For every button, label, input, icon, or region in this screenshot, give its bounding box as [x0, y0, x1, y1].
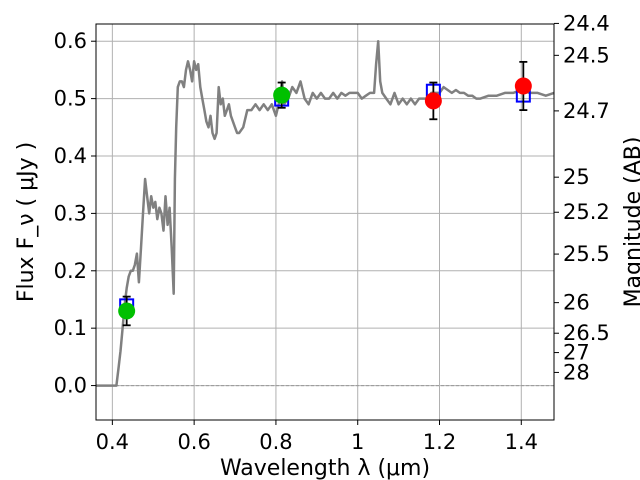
y-tick-label-1: 0.1 — [54, 316, 87, 340]
mag-tick-label-1: 24.5 — [563, 43, 610, 67]
plot-frame — [95, 23, 555, 421]
obs-point-2 — [424, 92, 442, 110]
mag-tick-label-5: 25.5 — [563, 242, 610, 266]
y-tick-label-5: 0.5 — [54, 87, 87, 111]
mag-tick-label-9: 28 — [563, 360, 590, 384]
x-tick-label-0: 0.4 — [96, 430, 129, 454]
obs-point-3 — [514, 77, 532, 95]
mag-tick-label-6: 26 — [563, 291, 590, 315]
mag-tick-label-8: 27 — [563, 341, 590, 365]
obs-point-1 — [273, 86, 291, 104]
mag-tick-label-3: 25 — [563, 165, 590, 189]
x-tick-label-3: 1 — [351, 430, 364, 454]
y-tick-label-6: 0.6 — [54, 29, 87, 53]
x-tick-label-1: 0.6 — [177, 430, 210, 454]
mag-tick-label-4: 25.2 — [563, 200, 610, 224]
observed-points — [118, 77, 532, 320]
y-tick-label-4: 0.4 — [54, 144, 87, 168]
plot-background — [96, 24, 554, 420]
y-tick-label-2: 0.2 — [54, 259, 87, 283]
mag-tick-label-7: 26.5 — [563, 321, 610, 345]
x-tick-label-5: 1.4 — [505, 430, 538, 454]
obs-point-0 — [118, 302, 136, 320]
mag-tick-label-2: 24.7 — [563, 99, 610, 123]
y-tick-label-3: 0.3 — [54, 201, 87, 225]
y-axis-title: Flux F_ν ( μJy ) — [14, 142, 39, 302]
x-axis-ticks: 0.4 0.6 0.8 1 1.2 1.4 — [96, 420, 538, 454]
y-tick-label-0: 0.0 — [54, 374, 87, 398]
mag-tick-label-0: 24.4 — [563, 11, 610, 35]
magnitude-axis-title: Magnitude (AB) — [621, 137, 640, 308]
x-tick-label-4: 1.2 — [423, 430, 456, 454]
x-axis-title: Wavelength λ (μm) — [220, 456, 430, 480]
x-tick-label-2: 0.8 — [259, 430, 292, 454]
y-axis-ticks: 0.0 0.1 0.2 0.3 0.4 0.5 0.6 — [54, 29, 96, 398]
